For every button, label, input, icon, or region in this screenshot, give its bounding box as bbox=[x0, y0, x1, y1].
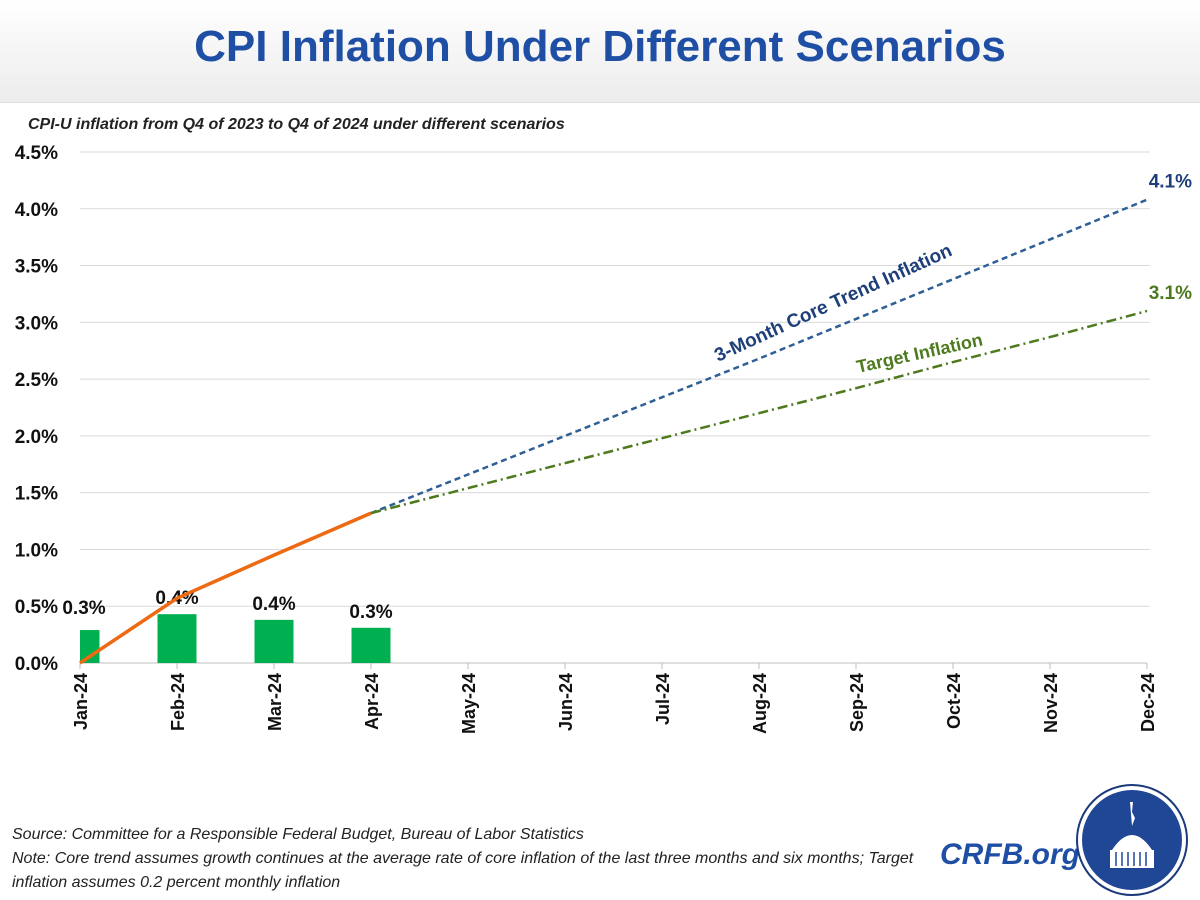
monthly-bar bbox=[254, 619, 294, 663]
y-tick-label: 3.5% bbox=[15, 257, 58, 278]
bar-data-label: 0.3% bbox=[349, 602, 392, 623]
monthly-bar bbox=[351, 627, 391, 663]
page-title: CPI Inflation Under Different Scenarios bbox=[194, 22, 1006, 71]
x-tick-label: Jun-24 bbox=[556, 673, 576, 731]
footer: Source: Committee for a Responsible Fede… bbox=[12, 823, 942, 895]
x-tick-label: Oct-24 bbox=[944, 673, 964, 729]
end-data-label: 4.1% bbox=[1149, 172, 1192, 193]
y-tick-label: 1.0% bbox=[15, 540, 58, 561]
y-tick-label: 4.5% bbox=[15, 143, 58, 164]
brand-link[interactable]: CRFB.org bbox=[940, 838, 1080, 871]
monthly-bar bbox=[157, 614, 197, 663]
header: CPI Inflation Under Different Scenarios bbox=[0, 0, 1200, 103]
series-line-2 bbox=[370, 309, 1148, 515]
x-tick-label: Nov-24 bbox=[1041, 673, 1061, 733]
capitol-logo-icon bbox=[1076, 784, 1188, 896]
x-tick-label: Mar-24 bbox=[265, 673, 285, 731]
end-data-label: 3.1% bbox=[1149, 283, 1192, 304]
y-tick-label: 4.0% bbox=[15, 200, 58, 221]
x-tick-label: Jan-24 bbox=[71, 673, 91, 730]
x-tick-label: Feb-24 bbox=[168, 673, 188, 731]
y-tick-label: 0.0% bbox=[15, 654, 58, 675]
source-note: Source: Committee for a Responsible Fede… bbox=[12, 826, 584, 843]
y-tick-label: 0.5% bbox=[15, 597, 58, 618]
bar-data-label: 0.3% bbox=[62, 598, 105, 619]
y-tick-label: 1.5% bbox=[15, 484, 58, 505]
chart-subtitle: CPI-U inflation from Q4 of 2023 to Q4 of… bbox=[28, 116, 565, 133]
x-tick-label: Jul-24 bbox=[653, 673, 673, 725]
series-annotation-target: Target Inflation bbox=[855, 330, 985, 377]
y-tick-label: 3.0% bbox=[15, 313, 58, 334]
x-tick-label: Sep-24 bbox=[847, 673, 867, 732]
series-line-1 bbox=[370, 198, 1148, 515]
chart: 0.0% 0.5% 1.0% 1.5% 2.0% 2.5% 3.0% 3.5% 4.0% 4.5%… bbox=[15, 143, 1192, 734]
x-tick-label: Dec-24 bbox=[1138, 673, 1158, 732]
y-tick-label: 2.5% bbox=[15, 370, 58, 391]
bar-data-label: 0.4% bbox=[252, 594, 295, 615]
series-line-0 bbox=[79, 511, 372, 665]
y-tick-label: 2.0% bbox=[15, 427, 58, 448]
methodology-note: Note: Core trend assumes growth continue… bbox=[12, 850, 914, 891]
x-tick-label: May-24 bbox=[459, 673, 479, 734]
x-tick-label: Aug-24 bbox=[750, 673, 770, 734]
x-tick-label: Apr-24 bbox=[362, 673, 382, 730]
